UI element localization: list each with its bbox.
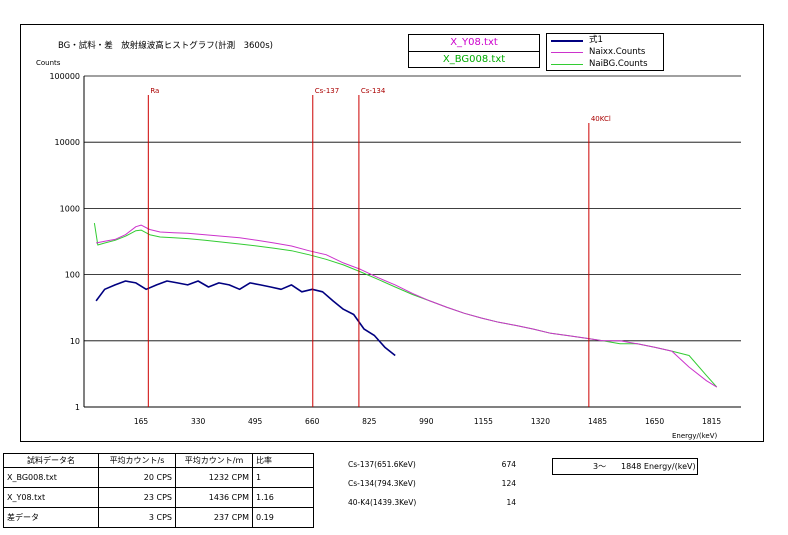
legend-swatch (551, 64, 583, 65)
stats-cell-name: 差データ (3, 507, 99, 528)
x-tick-label: 660 (305, 417, 320, 426)
marker-label: Cs-137 (315, 87, 339, 95)
legend-label: Naixx.Counts (589, 47, 646, 57)
marker-label: Cs-134 (361, 87, 386, 95)
stats-cell-ratio: 0.19 (252, 507, 314, 528)
series-line-3 (93, 223, 718, 388)
marker-label: 40KCl (591, 115, 611, 123)
list-item: Cs-134(794.3KeV) 124 (348, 479, 528, 498)
x-tick-label: 1650 (645, 417, 664, 426)
x-tick-label: 1485 (588, 417, 607, 426)
peak-name: Cs-134(794.3KeV) (348, 479, 416, 488)
y-tick-label: 1 (75, 403, 80, 412)
range-from: 3～ (593, 462, 607, 471)
x-tick-label: 1155 (474, 417, 493, 426)
y-tick-label: 10000 (55, 138, 80, 147)
stats-header-row: 試料データ名 平均カウント/s 平均カウント/m 比率 (3, 453, 314, 468)
stats-cell-name: X_BG008.txt (3, 467, 99, 488)
marker-label: Ra (150, 87, 159, 95)
stats-cell-ratio: 1.16 (252, 487, 314, 508)
x-tick-label: 165 (134, 417, 149, 426)
peak-name: 40-K4(1439.3KeV) (348, 498, 417, 507)
file-name-box: X_Y08.txt X_BG008.txt (408, 34, 540, 68)
y-tick-label: 100 (65, 271, 80, 280)
stats-cell-cpm: 1436 CPM (175, 487, 253, 508)
stats-cell-cps: 20 CPS (98, 467, 176, 488)
series-line-1 (95, 280, 396, 357)
peak-value: 14 (506, 498, 516, 507)
x-tick-label: 1815 (702, 417, 721, 426)
x-tick-label: 330 (191, 417, 206, 426)
legend-entry: 式1 (547, 34, 663, 46)
x-tick-label: 495 (248, 417, 263, 426)
stats-cell-cpm: 237 CPM (175, 507, 253, 528)
x-axis-label: Energy/(keV) (672, 432, 717, 440)
range-to: 1848 Energy/(keV) (621, 462, 696, 471)
stats-cell-cps: 3 CPS (98, 507, 176, 528)
background-file-name: X_BG008.txt (409, 51, 539, 68)
x-tick-label: 825 (362, 417, 377, 426)
stats-header-cpm: 平均カウント/m (175, 453, 253, 468)
stats-cell-cps: 23 CPS (98, 487, 176, 508)
stats-cell-ratio: 1 (252, 467, 314, 488)
y-tick-label: 1000 (60, 204, 80, 213)
list-item: 40-K4(1439.3KeV) 14 (348, 498, 528, 517)
x-tick-label: 1320 (531, 417, 550, 426)
stats-header-cps: 平均カウント/s (98, 453, 176, 468)
legend-swatch (551, 52, 583, 53)
chart-frame: BG・試料・差 放射線波高ヒストグラフ(計測 3600s) Counts Ene… (20, 24, 764, 442)
stats-table: 試料データ名 平均カウント/s 平均カウント/m 比率 X_BG008.txt … (3, 453, 314, 528)
series-line-2 (95, 224, 718, 388)
x-tick-label: 990 (419, 417, 434, 426)
legend-label: 式1 (589, 35, 603, 45)
spectrum-chart: BG・試料・差 放射線波高ヒストグラフ(計測 3600s) Counts Ene… (36, 40, 741, 440)
table-row: X_BG008.txt 20 CPS 1232 CPM 1 (3, 467, 314, 488)
peak-name: Cs-137(651.6KeV) (348, 460, 416, 469)
y-tick-label: 100000 (49, 72, 80, 81)
stats-cell-name: X_Y08.txt (3, 487, 99, 508)
sample-file-name: X_Y08.txt (450, 37, 498, 48)
stats-cell-cpm: 1232 CPM (175, 467, 253, 488)
stats-header-name: 試料データ名 (3, 453, 99, 468)
chart-title: BG・試料・差 放射線波高ヒストグラフ(計測 3600s) (58, 40, 273, 51)
legend-entry: Naixx.Counts (547, 46, 663, 58)
peak-counts: Cs-137(651.6KeV) 674 Cs-134(794.3KeV) 12… (348, 460, 528, 517)
legend-label: NaiBG.Counts (589, 59, 648, 69)
peak-value: 124 (501, 479, 516, 488)
table-row: X_Y08.txt 23 CPS 1436 CPM 1.16 (3, 487, 314, 508)
y-axis-label: Counts (36, 59, 61, 67)
stats-header-ratio: 比率 (252, 453, 314, 468)
energy-range-box: 3～ 1848 Energy/(keV) (552, 458, 698, 475)
legend-entry: NaiBG.Counts (547, 58, 663, 70)
list-item: Cs-137(651.6KeV) 674 (348, 460, 528, 479)
chart-legend: 式1 Naixx.Counts NaiBG.Counts (546, 33, 664, 71)
peak-value: 674 (501, 460, 516, 469)
y-tick-label: 10 (70, 337, 80, 346)
table-row: 差データ 3 CPS 237 CPM 0.19 (3, 507, 314, 528)
legend-swatch (551, 40, 583, 42)
